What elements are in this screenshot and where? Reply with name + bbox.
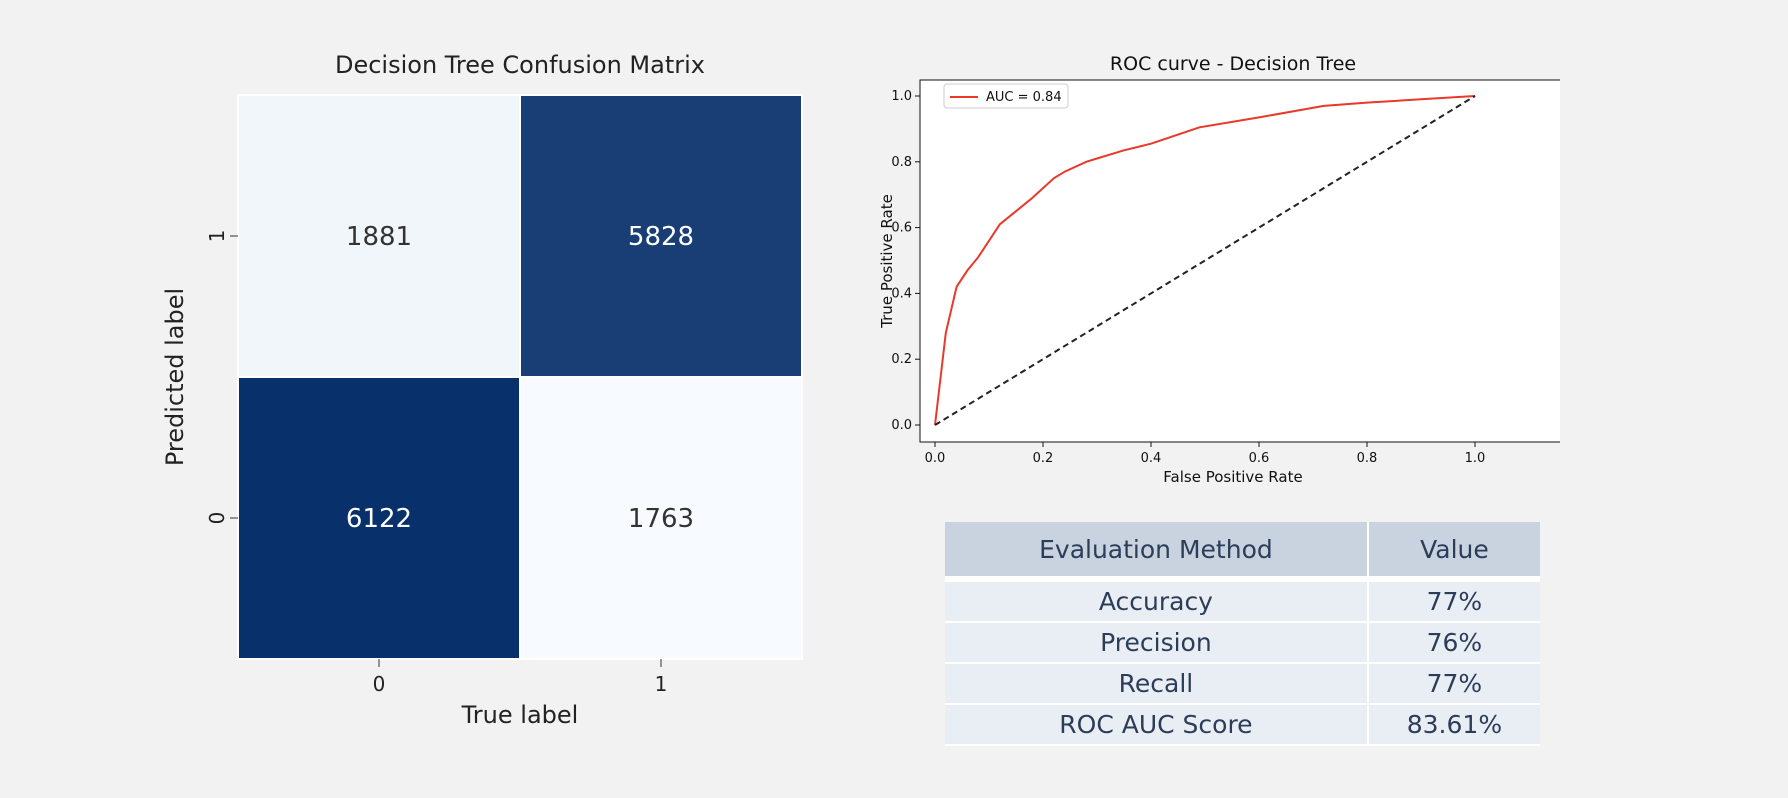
- roc-curve-line: [934, 95, 1476, 426]
- table-cell-value: 77%: [1367, 581, 1540, 623]
- cm-y-axis-label: Predicted label: [161, 288, 189, 466]
- cm-cell: [237, 376, 521, 660]
- roc-x-tick-label: 0.4: [1141, 451, 1162, 466]
- roc-legend: AUC = 0.84: [943, 83, 1069, 109]
- table-spacer: [945, 576, 1540, 582]
- roc-curve-chart: ROC curve - Decision Tree 0.0 0.2 0.4 0.6 0.…: [878, 53, 1560, 486]
- table-row: ROC AUC Score 83.61%: [945, 704, 1540, 746]
- roc-legend-box: [943, 83, 1069, 109]
- table-spacer-cell: [945, 576, 1369, 582]
- cm-cell: [519, 376, 803, 660]
- roc-y-axis-label: True Positive Rate: [878, 194, 896, 329]
- cm-cell-value: 1881: [346, 222, 412, 252]
- cm-x-axis-label: True label: [461, 701, 579, 729]
- roc-chance-line: [934, 95, 1476, 426]
- roc-legend-label: AUC = 0.84: [986, 90, 1062, 105]
- table-spacer-cell: [1367, 576, 1540, 582]
- roc-y-tick-label: 0.6: [891, 221, 912, 236]
- cm-x-tick-label: 1: [655, 672, 668, 696]
- table-header-value: Value: [1367, 522, 1540, 576]
- cm-cell-value: 6122: [346, 504, 412, 534]
- roc-y-tick-label: 0.4: [891, 286, 912, 301]
- roc-plot-area: [920, 80, 1560, 442]
- roc-x-axis-label: False Positive Rate: [1163, 468, 1302, 486]
- roc-title: ROC curve - Decision Tree: [1110, 53, 1356, 75]
- roc-x-tick-label: 1.0: [1465, 451, 1486, 466]
- table-header-method: Evaluation Method: [945, 522, 1369, 576]
- table-cell-method: Precision: [945, 622, 1369, 664]
- cm-cell-value: 1763: [628, 504, 694, 534]
- roc-plot-frame: [919, 79, 1560, 443]
- evaluation-metrics-table: Evaluation Method Value Accuracy 77% Pre…: [945, 522, 1540, 746]
- cm-y-tick-label: 1: [205, 230, 229, 243]
- cm-cell-value: 5828: [628, 222, 694, 252]
- cm-y-tick-label: 0: [205, 512, 229, 525]
- cm-cell: [519, 94, 803, 378]
- roc-x-tick-label: 0.0: [925, 451, 946, 466]
- table-cell-value: 76%: [1367, 622, 1540, 664]
- roc-y-tick-label: 0.2: [891, 352, 912, 367]
- cm-cell: [237, 94, 521, 378]
- roc-x-tick-label: 0.2: [1033, 451, 1054, 466]
- table-row: Precision 76%: [945, 622, 1540, 664]
- table-cell-method: Accuracy: [945, 581, 1369, 623]
- table-cell-method: ROC AUC Score: [945, 704, 1369, 746]
- table-row: Accuracy 77%: [945, 581, 1540, 623]
- confusion-matrix-chart: Decision Tree Confusion Matrix 1881 5828 6…: [161, 51, 803, 729]
- table-cell-value: 83.61%: [1367, 704, 1540, 746]
- roc-y-tick-label: 0.8: [891, 155, 912, 170]
- table-row: Recall 77%: [945, 663, 1540, 705]
- cm-title: Decision Tree Confusion Matrix: [335, 51, 705, 79]
- table-cell-method: Recall: [945, 663, 1369, 705]
- roc-x-tick-label: 0.6: [1249, 451, 1270, 466]
- table-cell-value: 77%: [1367, 663, 1540, 705]
- roc-y-tick-label: 0.0: [891, 418, 912, 433]
- roc-y-tick-label: 1.0: [891, 89, 912, 104]
- cm-x-tick-label: 0: [373, 672, 386, 696]
- roc-x-tick-label: 0.8: [1357, 451, 1378, 466]
- table-header-row: Evaluation Method Value: [945, 522, 1540, 576]
